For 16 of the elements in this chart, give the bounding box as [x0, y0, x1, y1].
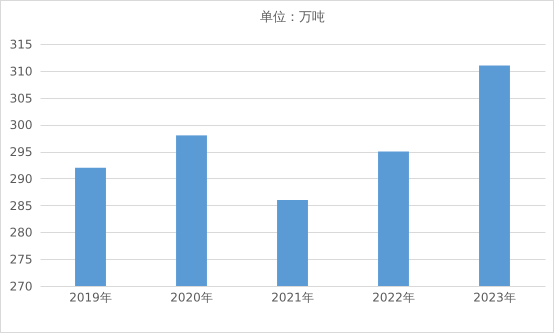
- x-tick-label: 2023年: [473, 290, 516, 304]
- y-tick-label: 270: [10, 280, 32, 294]
- y-tick-label: 315: [10, 38, 32, 52]
- chart-title: 单位：万吨: [260, 10, 325, 25]
- y-tick-label: 305: [10, 91, 32, 106]
- y-tick-label: 295: [10, 145, 32, 160]
- y-tick-label: 280: [10, 226, 32, 240]
- y-tick-label: 300: [10, 118, 32, 132]
- y-tick-label: 285: [10, 198, 32, 213]
- y-tick-label: 290: [10, 172, 32, 186]
- y-tick-label: 310: [10, 64, 32, 78]
- x-tick-label: 2021年: [271, 290, 314, 304]
- x-tick-label: 2020年: [170, 290, 213, 304]
- x-tick-label: 2022年: [372, 290, 415, 304]
- x-tick-label: 2019年: [69, 290, 112, 304]
- y-tick-label: 275: [10, 252, 32, 267]
